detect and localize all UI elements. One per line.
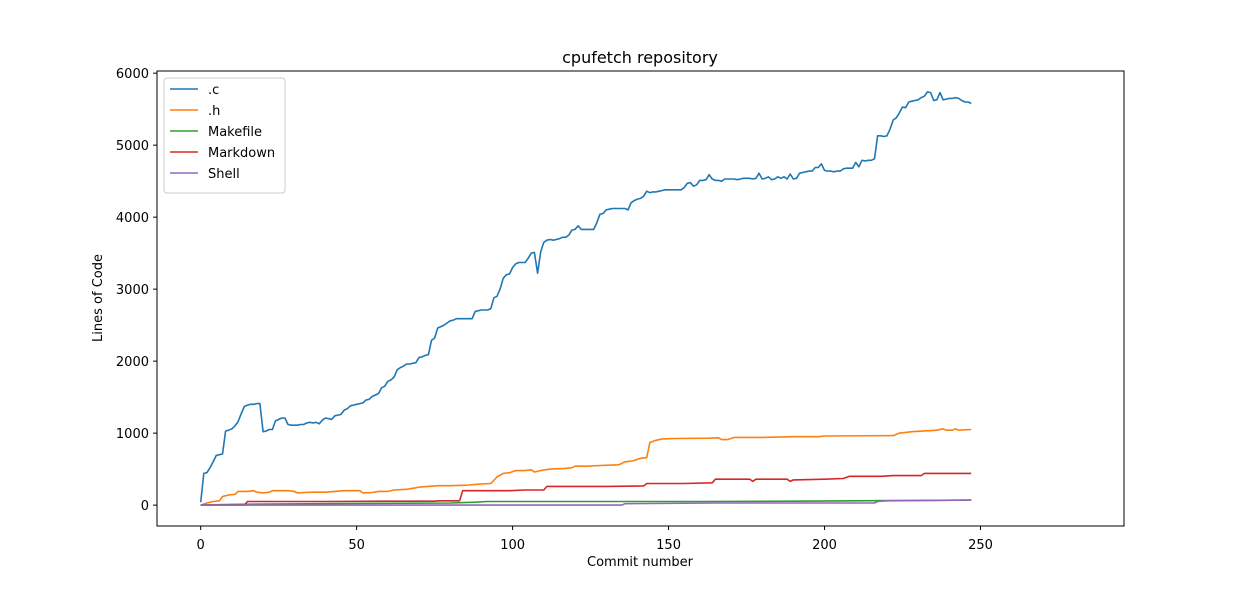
series-line-3 xyxy=(200,472,972,506)
y-tick-label: 3000 xyxy=(116,283,149,298)
x-axis: 0 50 100 150 200 250 xyxy=(197,526,993,553)
y-tick-label: 2000 xyxy=(116,355,149,370)
legend-label-4: Shell xyxy=(208,167,240,182)
y-tick-label: 0 xyxy=(141,499,149,514)
x-tick-label: 50 xyxy=(348,538,365,553)
y-axis-label: Lines of Code xyxy=(91,254,106,342)
legend-label-0: .c xyxy=(208,83,219,98)
legend-label-1: .h xyxy=(208,104,220,119)
x-tick-label: 100 xyxy=(500,538,525,553)
legend-box xyxy=(163,77,286,194)
y-tick-label: 4000 xyxy=(116,211,149,226)
series-line-2 xyxy=(200,499,972,506)
y-tick-label: 6000 xyxy=(116,67,149,82)
plot-frame xyxy=(156,70,1125,527)
x-tick-label: 200 xyxy=(812,538,837,553)
series-line-4 xyxy=(200,499,972,506)
series-line-0 xyxy=(199,91,972,503)
x-tick-label: 0 xyxy=(197,538,205,553)
y-tick-label: 1000 xyxy=(116,427,149,442)
series-layer xyxy=(199,91,972,506)
chart-title: cpufetch repository xyxy=(562,48,718,67)
series-line-1 xyxy=(200,428,972,506)
legend: .c .h Makefile Markdown Shell xyxy=(163,77,286,194)
x-axis-label: Commit number xyxy=(587,555,694,570)
x-tick-label: 150 xyxy=(656,538,681,553)
y-tick-label: 5000 xyxy=(116,139,149,154)
legend-label-3: Markdown xyxy=(208,146,275,161)
x-tick-label: 250 xyxy=(968,538,993,553)
legend-label-2: Makefile xyxy=(208,125,262,140)
y-axis: 0 1000 2000 3000 4000 5000 6000 xyxy=(116,67,157,514)
